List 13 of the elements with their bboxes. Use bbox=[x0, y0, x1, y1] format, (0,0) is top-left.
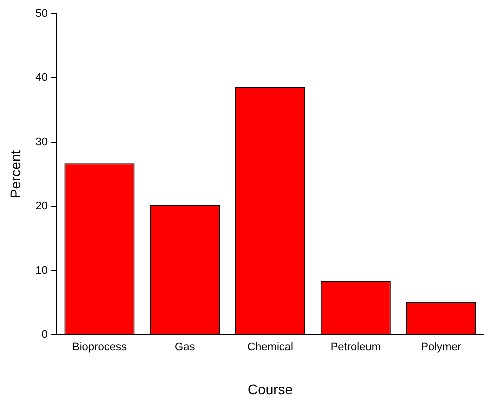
y-tick-label: 20 bbox=[36, 200, 48, 213]
x-tick-label: Polymer bbox=[421, 342, 462, 354]
y-tick-label: 40 bbox=[36, 72, 48, 84]
x-tick-label: Petroleum bbox=[330, 342, 381, 354]
y-axis-title: Percent bbox=[7, 150, 24, 199]
x-tick-label: Chemical bbox=[248, 342, 294, 354]
y-tick-label: 0 bbox=[42, 329, 48, 342]
y-tick-label: 30 bbox=[36, 136, 48, 148]
y-tick-label: 10 bbox=[36, 264, 48, 277]
x-tick-label: Bioprocess bbox=[72, 342, 128, 354]
x-axis-title: Course bbox=[248, 381, 294, 398]
x-tick-label: Gas bbox=[175, 342, 196, 354]
y-tick-label: 50 bbox=[36, 8, 48, 20]
